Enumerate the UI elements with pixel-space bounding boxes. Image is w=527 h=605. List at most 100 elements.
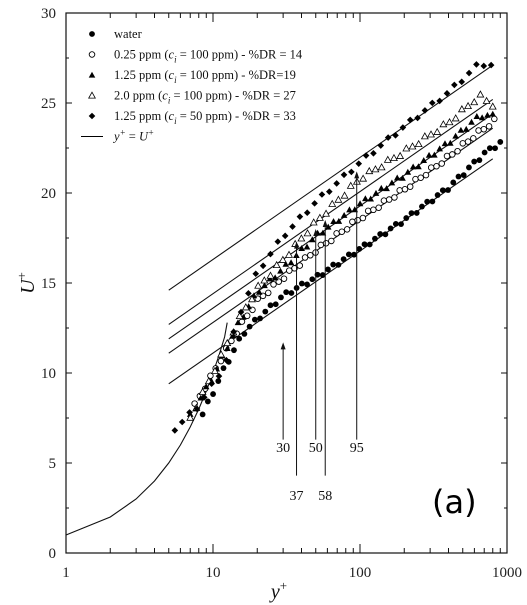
data-point-open-triangle	[235, 311, 244, 320]
data-point-filled-diamond	[252, 270, 260, 278]
data-point-filled-circle	[251, 316, 258, 323]
data-point-filled-diamond	[171, 427, 179, 434]
annotation-label: 95	[350, 441, 364, 456]
data-point-filled-circle	[272, 301, 279, 308]
data-point-filled-circle	[476, 157, 483, 164]
data-point-filled-triangle	[346, 206, 353, 213]
data-point-open-triangle	[315, 213, 324, 221]
data-point-open-circle	[301, 254, 309, 261]
data-point-open-circle	[338, 228, 346, 235]
data-point-open-circle	[343, 226, 351, 233]
data-point-filled-circle	[241, 331, 248, 337]
data-point-open-triangle	[198, 387, 207, 395]
axes: 0 5 10 15 20 25 30 1 10 100 1000 y+ U+	[14, 6, 522, 603]
data-point-open-triangle	[346, 181, 355, 189]
data-point-open-circle	[396, 187, 403, 194]
data-point-filled-diamond	[259, 262, 267, 270]
data-point-filled-diamond	[443, 90, 451, 97]
data-point-filled-circle	[330, 261, 337, 268]
data-point-open-circle	[280, 275, 288, 282]
data-point-filled-circle	[497, 139, 504, 145]
x-tick-label: 100	[349, 565, 372, 581]
data-point-filled-circle	[278, 294, 284, 301]
data-point-filled-circle	[257, 315, 263, 322]
data-point-open-circle	[417, 174, 424, 182]
data-point-filled-diamond	[303, 209, 311, 216]
legend-marker-filled-triangle	[88, 71, 96, 78]
data-point-open-triangle	[439, 120, 448, 128]
data-point-open-circle	[385, 196, 393, 203]
data-point-filled-circle	[262, 308, 269, 315]
data-point-filled-circle	[366, 241, 373, 248]
data-point-filled-triangle	[356, 200, 364, 207]
data-point-open-circle	[485, 123, 493, 130]
data-point-filled-circle	[460, 172, 467, 179]
data-point-filled-diamond	[289, 223, 296, 230]
data-point-filled-circle	[199, 411, 206, 418]
data-point-open-circle	[459, 140, 467, 147]
data-point-filled-triangle	[367, 195, 374, 202]
data-point-filled-diamond	[428, 99, 436, 107]
data-point-filled-triangle	[468, 118, 475, 125]
data-point-filled-circle	[377, 231, 384, 237]
data-point-filled-triangle	[431, 151, 438, 158]
data-point-filled-diamond	[274, 238, 282, 245]
series-filled-circle	[199, 139, 504, 418]
data-point-open-triangle	[402, 144, 411, 152]
series-filled-diamond	[171, 61, 495, 434]
data-point-open-circle	[422, 171, 430, 179]
data-point-open-circle	[328, 237, 335, 245]
x-axis-title: y+	[269, 578, 287, 603]
data-point-open-circle	[370, 206, 377, 214]
data-point-filled-diamond	[193, 405, 201, 413]
data-point-filled-triangle	[271, 274, 279, 281]
data-point-open-triangle	[433, 127, 442, 135]
y-tick-label: 10	[41, 366, 56, 382]
data-point-open-triangle	[476, 90, 485, 98]
data-point-open-circle	[307, 252, 314, 259]
data-point-filled-diamond	[318, 191, 326, 198]
data-point-open-circle	[427, 164, 435, 171]
data-point-open-triangle	[309, 218, 318, 226]
data-point-filled-circle	[340, 256, 347, 263]
legend-entry: water	[114, 27, 143, 41]
y-tick-label: 5	[49, 456, 57, 472]
legend-entry: 1.25 ppm (ci​ = 50 ppm) - %DR = 33	[114, 109, 296, 126]
annotation-arrow-head	[313, 229, 319, 236]
data-point-open-triangle	[272, 260, 281, 269]
data-point-filled-triangle	[372, 189, 380, 196]
data-point-filled-circle	[309, 276, 316, 283]
y-tick-label: 25	[41, 96, 56, 112]
data-point-open-triangle	[210, 366, 219, 375]
legend-entry: 1.25 ppm (ci​ = 100 ppm) - %DR=19	[114, 68, 296, 85]
data-point-open-circle	[207, 372, 214, 379]
data-point-filled-triangle	[473, 113, 481, 119]
laminar-curve	[65, 322, 228, 536]
legend-marker-open-triangle	[88, 91, 96, 99]
data-point-filled-diamond	[215, 372, 223, 380]
data-point-filled-circle	[403, 215, 410, 221]
data-point-filled-triangle	[425, 151, 433, 158]
data-point-open-triangle	[396, 151, 405, 159]
data-point-filled-circle	[382, 231, 389, 238]
y-tick-label: 0	[49, 546, 57, 562]
data-point-filled-circle	[319, 272, 326, 278]
data-point-filled-triangle	[202, 383, 210, 390]
panel-label: (a)	[432, 483, 477, 521]
data-point-open-circle	[491, 115, 498, 123]
data-point-filled-triangle	[197, 394, 205, 401]
data-point-filled-circle	[351, 251, 357, 258]
data-point-filled-diamond	[237, 308, 245, 316]
data-point-filled-circle	[204, 398, 211, 405]
data-point-filled-triangle	[436, 145, 443, 152]
data-point-filled-triangle	[255, 288, 263, 295]
laminar-sublayer-curve	[65, 322, 228, 536]
data-point-filled-triangle	[224, 345, 231, 352]
data-point-filled-circle	[450, 179, 457, 186]
data-point-open-circle	[480, 125, 488, 133]
data-point-filled-diamond	[223, 356, 230, 364]
data-point-filled-circle	[325, 266, 331, 273]
data-point-filled-circle	[345, 251, 352, 258]
data-point-filled-circle	[361, 241, 368, 248]
